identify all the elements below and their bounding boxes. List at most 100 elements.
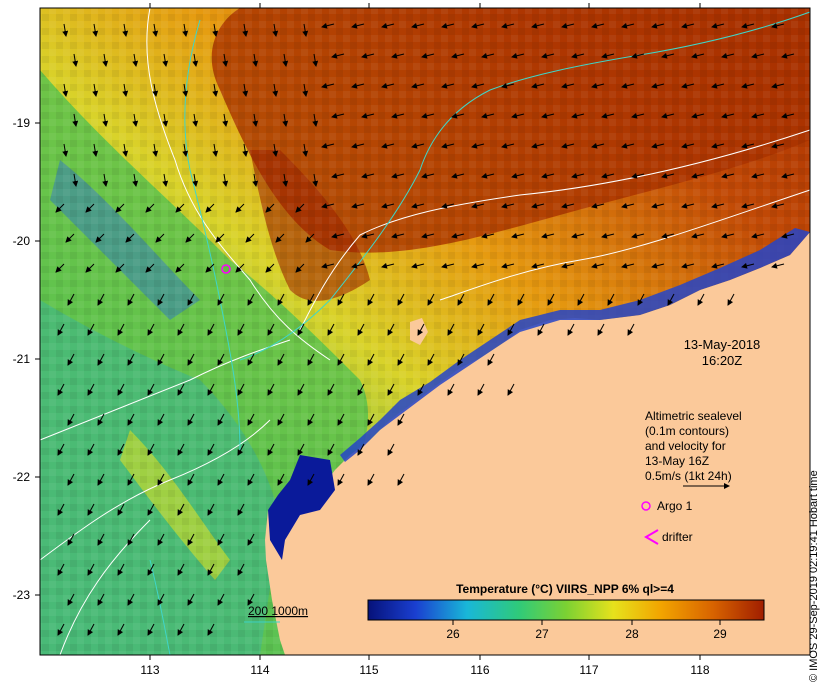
velocity-arrow — [661, 112, 675, 119]
velocity-arrow — [152, 143, 159, 157]
velocity-arrow — [67, 533, 75, 546]
velocity-arrow — [661, 52, 675, 59]
velocity-arrow — [381, 142, 395, 149]
velocity-arrow — [192, 173, 199, 187]
velocity-arrow — [741, 82, 755, 89]
velocity-arrow — [391, 112, 405, 119]
velocity-arrow — [751, 172, 765, 179]
velocity-arrow — [367, 353, 375, 366]
velocity-arrow — [397, 293, 405, 306]
velocity-arrow — [601, 52, 615, 59]
velocity-arrow — [97, 293, 105, 306]
velocity-arrow — [501, 82, 515, 89]
velocity-arrow — [487, 353, 495, 366]
velocity-arrow — [242, 23, 249, 37]
velocity-arrow — [207, 623, 215, 636]
velocity-arrow — [351, 82, 365, 89]
velocity-arrow — [507, 383, 515, 396]
velocity-arrow — [127, 413, 135, 426]
velocity-arrow — [272, 83, 279, 97]
velocity-arrow — [252, 53, 259, 67]
velocity-arrow — [217, 593, 225, 606]
velocity-arrow — [681, 22, 695, 29]
velocity-arrow — [361, 172, 375, 179]
velocity-arrow — [781, 172, 795, 179]
velocity-arrow — [67, 413, 75, 426]
velocity-arrow — [567, 323, 575, 336]
x-axis — [149, 3, 701, 660]
velocity-arrow — [357, 383, 365, 396]
velocity-arrow — [691, 172, 705, 179]
velocity-arrow — [115, 203, 125, 213]
y-tick-22: -22 — [13, 470, 31, 484]
velocity-arrow — [267, 323, 275, 336]
velocity-arrow — [192, 53, 199, 67]
velocity-arrow — [92, 143, 99, 157]
velocity-arrow — [351, 262, 365, 269]
velocity-arrow — [421, 52, 435, 59]
velocity-arrow — [457, 353, 465, 366]
velocity-legend: Altimetric sealevel (0.1m contours) and … — [645, 409, 742, 489]
velocity-arrow — [277, 473, 285, 486]
velocity-arrow — [651, 142, 665, 149]
velocity-arrow — [457, 293, 465, 306]
velocity-arrow — [547, 293, 555, 306]
velocity-arrow — [621, 82, 635, 89]
velocity-arrow — [147, 323, 155, 336]
velocity-arrow — [177, 323, 185, 336]
velocity-arrow — [302, 143, 309, 157]
velocity-arrow — [721, 172, 735, 179]
velocity-arrow — [637, 293, 645, 306]
velocity-arrow — [57, 503, 65, 516]
velocity-arrow — [97, 413, 105, 426]
velocity-arrow — [207, 323, 215, 336]
velocity-arrow — [182, 23, 189, 37]
velocity-arrow — [441, 142, 455, 149]
velocity-arrow — [741, 22, 755, 29]
velocity-arrow — [721, 52, 735, 59]
velocity-arrow — [651, 202, 665, 209]
argo-float-marker[interactable] — [221, 264, 231, 274]
velocity-arrow — [711, 22, 725, 29]
velocity-arrow — [217, 353, 225, 366]
velocity-arrow — [127, 473, 135, 486]
velocity-arrow — [501, 142, 515, 149]
cold-upwelling — [268, 455, 335, 560]
velocity-arrow — [331, 172, 345, 179]
depth-contour-label: 200 1000m — [248, 604, 308, 618]
velocity-arrow — [331, 52, 345, 59]
velocity-arrow — [451, 112, 465, 119]
colorbar-tick: 28 — [625, 627, 639, 641]
velocity-arrow — [95, 233, 105, 243]
velocity-arrow — [321, 262, 335, 269]
velocity-arrow — [307, 353, 315, 366]
velocity-arrow — [87, 623, 95, 636]
velocity-arrow — [667, 293, 675, 306]
velocity-arrow — [591, 202, 605, 209]
velocity-arrow — [277, 413, 285, 426]
velocity-arrow — [751, 232, 765, 239]
velocity-arrow — [217, 293, 225, 306]
velocity-arrow — [681, 202, 695, 209]
map-date: 13-May-2018 — [684, 337, 761, 352]
velocity-arrow — [237, 503, 245, 516]
velocity-arrow — [381, 202, 395, 209]
velocity-arrow — [157, 413, 165, 426]
colorbar-title: Temperature (°C) VIIRS_NPP 6% ql>=4 — [456, 582, 674, 596]
velocity-arrow — [162, 173, 169, 187]
velocity-arrow — [57, 443, 65, 456]
velocity-arrow — [741, 142, 755, 149]
velocity-arrow — [177, 443, 185, 456]
velocity-arrow — [67, 293, 75, 306]
velocity-arrow — [237, 443, 245, 456]
velocity-arrow — [242, 143, 249, 157]
colorbar-tick: 29 — [713, 627, 727, 641]
velocity-arrow — [127, 593, 135, 606]
velocity-arrow — [207, 563, 215, 576]
velocity-arrow — [122, 143, 129, 157]
velocity-arrow — [277, 353, 285, 366]
velocity-arrow — [337, 293, 345, 306]
velocity-arrow — [447, 383, 455, 396]
velocity-arrow — [97, 533, 105, 546]
velocity-arrow — [621, 202, 635, 209]
